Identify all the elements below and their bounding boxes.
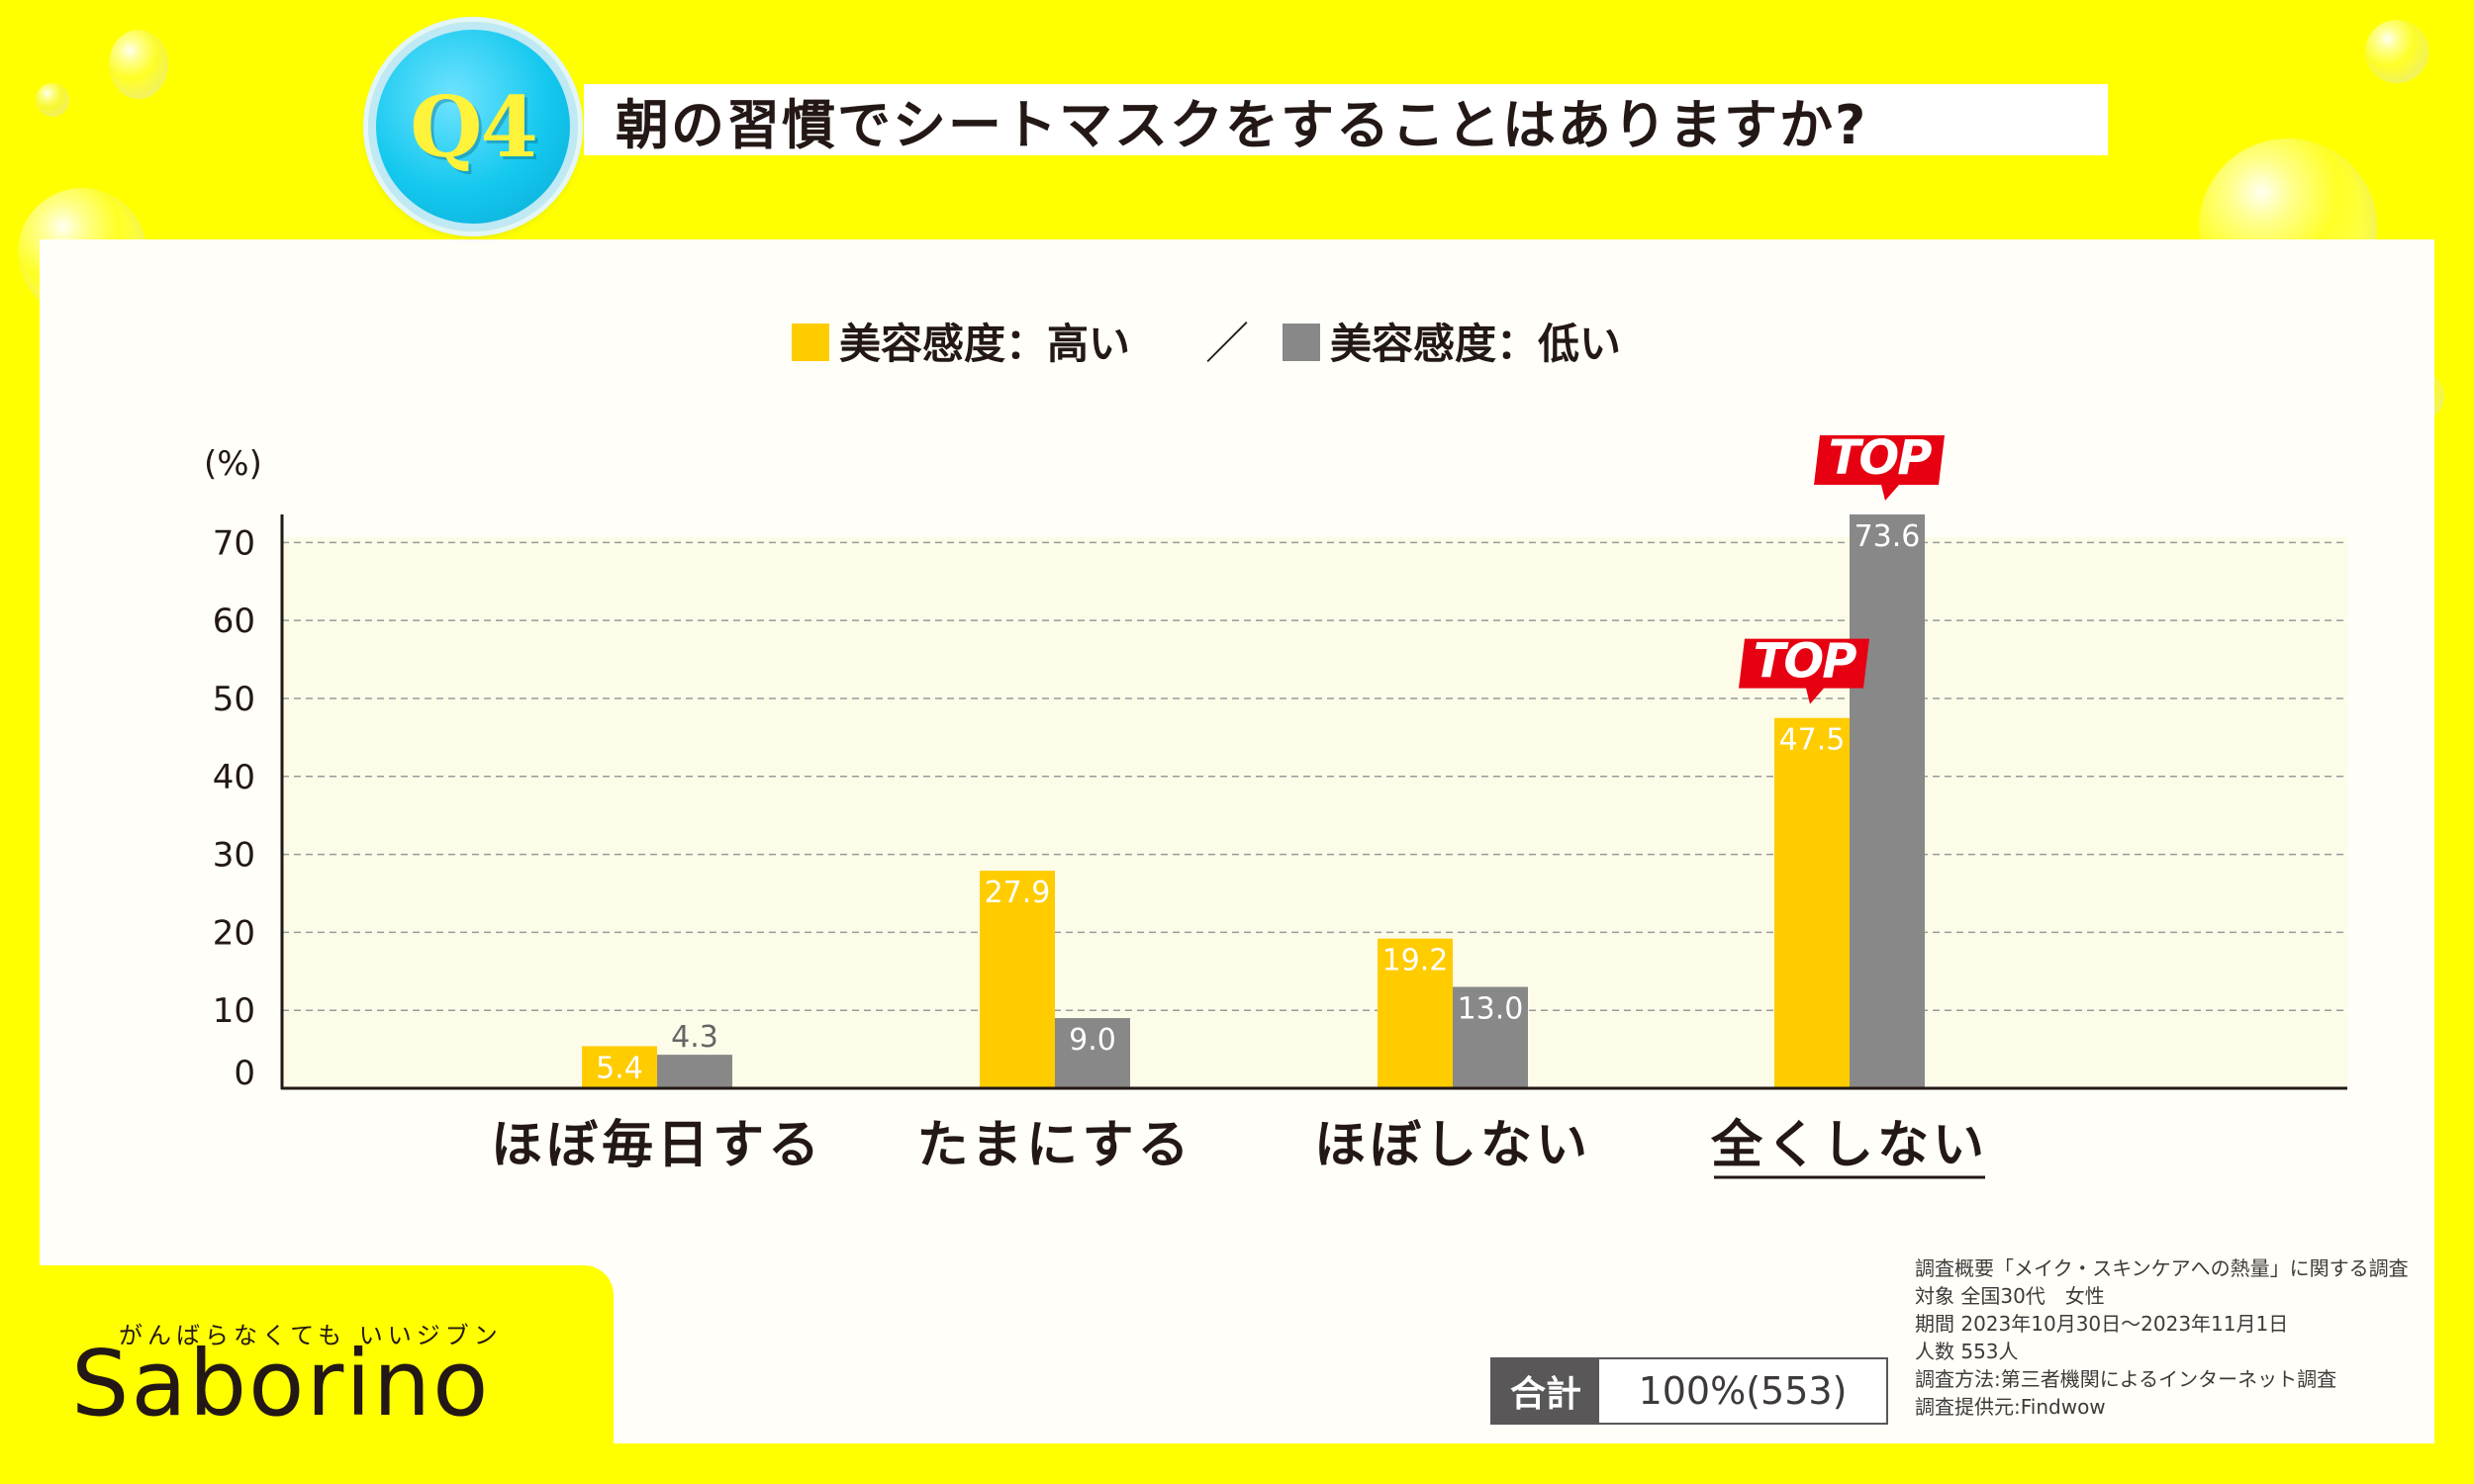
bubble-decoration: [2365, 20, 2428, 83]
survey-line: 調査方法:第三者機関によるインターネット調査: [1915, 1367, 2337, 1391]
bar: [980, 871, 1055, 1088]
question-badge: Q4: [368, 22, 578, 232]
bar: [1378, 938, 1453, 1088]
bar: [1774, 717, 1850, 1088]
top-badge: TOP: [1814, 430, 1945, 501]
bubble-decoration: [36, 83, 69, 117]
survey-line: 調査提供元:Findwow: [1915, 1395, 2106, 1419]
survey-info: 調査概要「メイク・スキンケアへの熱量」に関する調査 対象 全国30代 女性 期間…: [1915, 1254, 2409, 1421]
legend-high-swatch: [792, 324, 829, 361]
bubble-decoration: [109, 30, 168, 99]
y-tick-label: 60: [213, 602, 255, 641]
total-label: 合計: [1492, 1359, 1599, 1423]
bar: [657, 1055, 732, 1088]
x-category-label: 全くしない: [1710, 1116, 1988, 1175]
plot-area: [282, 537, 2347, 1088]
logo-box: [40, 1265, 614, 1443]
brand-tagline: がんばらなくても いいジブン: [119, 1322, 503, 1349]
survey-line: 期間 2023年10月30日～2023年11月1日: [1915, 1312, 2289, 1336]
total-box: 合計 100%(553): [1490, 1357, 1888, 1425]
survey-line: 人数 553人: [1915, 1340, 2019, 1363]
question-number: Q4: [410, 77, 538, 176]
bar-value-label: 73.6: [1855, 519, 1921, 554]
y-tick-label: 50: [213, 680, 255, 719]
bar: [1055, 1018, 1130, 1088]
top-badge-flag: [1814, 435, 1945, 501]
legend-separator: ／: [1205, 319, 1249, 369]
x-category-label: ほぼしない: [1314, 1116, 1591, 1175]
top-badge-text: TOP: [1754, 634, 1857, 690]
total-value: 100%(553): [1638, 1369, 1848, 1413]
y-tick-label: 30: [213, 836, 255, 876]
x-category-label: たまにする: [917, 1116, 1193, 1175]
top-badge-text: TOP: [1829, 430, 1933, 486]
bar: [1850, 514, 1925, 1088]
top-badges: TOP TOP: [1739, 430, 1945, 704]
bar-value-label: 9.0: [1069, 1023, 1116, 1058]
top-badge: TOP: [1739, 634, 1869, 704]
survey-line: 調査概要「メイク・スキンケアへの熱量」に関する調査: [1915, 1256, 2409, 1280]
legend: 美容感度：高い ／ 美容感度：低い: [792, 319, 1621, 369]
bars: [582, 514, 1925, 1088]
bar: [1453, 986, 1528, 1088]
survey-line: 対象 全国30代 女性: [1915, 1284, 2105, 1308]
y-unit-label: (%): [204, 444, 262, 484]
title-box: 朝の習慣でシートマスクをすることはありますか?: [584, 84, 2108, 156]
page-title: 朝の習慣でシートマスクをすることはありますか?: [616, 93, 1868, 156]
bar-value-labels: 5.4 4.3 27.9 9.0 19.2 13.0 47.5 73.6: [596, 519, 1920, 1085]
x-category-labels: ほぼ毎日する たまにする ほぼしない 全くしない: [491, 1116, 1988, 1179]
bar-value-label: 47.5: [1779, 723, 1846, 758]
bar-value-label: 4.3: [671, 1020, 718, 1055]
legend-low-swatch: [1283, 324, 1320, 361]
y-tick-label: 10: [213, 991, 255, 1031]
bar: [582, 1046, 657, 1088]
brand-logo: Saborino: [71, 1331, 491, 1437]
y-tick-label: 40: [213, 758, 255, 797]
y-tick-label: 70: [213, 523, 255, 563]
y-tick-label: 0: [234, 1054, 255, 1093]
bar-value-label: 5.4: [596, 1051, 643, 1085]
bar-value-label: 19.2: [1382, 944, 1449, 978]
x-category-label: ほぼ毎日する: [491, 1116, 823, 1175]
top-badge-flag: [1739, 638, 1869, 704]
y-tick-labels: 0 10 20 30 40 50 60 70: [213, 523, 255, 1093]
legend-low-label: 美容感度：低い: [1330, 320, 1621, 368]
y-tick-label: 20: [213, 913, 255, 953]
legend-high-label: 美容感度：高い: [839, 320, 1130, 368]
bar-value-label: 13.0: [1458, 992, 1524, 1027]
bar-value-label: 27.9: [985, 876, 1051, 910]
